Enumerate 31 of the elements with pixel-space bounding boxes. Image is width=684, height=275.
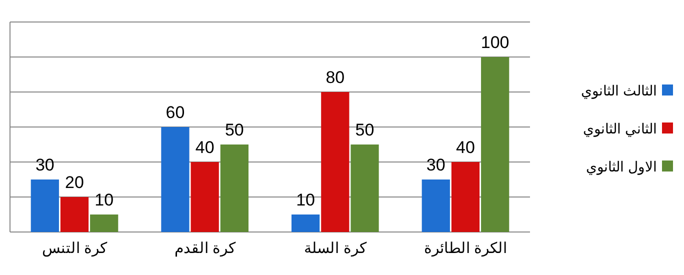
bar (161, 127, 190, 232)
legend-label: الاول الثانوي (586, 158, 657, 176)
x-tick-label: كرة السلة (304, 240, 368, 257)
x-tick-label: كرة التنس (42, 240, 108, 257)
data-label: 40 (195, 138, 214, 157)
bar (321, 92, 350, 232)
data-label: 100 (480, 33, 510, 52)
bar (350, 144, 379, 232)
data-label: 30 (426, 156, 446, 174)
data-label: 10 (296, 190, 316, 210)
bar (190, 162, 219, 232)
legend-label: الثالث الثانوي (581, 82, 657, 100)
bar (451, 162, 480, 232)
bar (90, 214, 118, 232)
data-label: 10 (94, 190, 114, 210)
bar (30, 180, 59, 232)
data-label: 80 (326, 68, 345, 87)
legend-label: الثاني الثانوي (583, 120, 657, 138)
data-label: 20 (65, 173, 84, 192)
bar (292, 214, 320, 232)
bar (481, 57, 510, 232)
data-label: 40 (456, 138, 475, 157)
x-tick-label: كرة القدم (174, 240, 236, 257)
x-tick-label: الكرة الطائرة (424, 240, 508, 257)
data-label: 50 (355, 120, 374, 140)
data-label: 50 (224, 120, 244, 140)
bar (422, 180, 450, 232)
data-label: 60 (166, 103, 185, 122)
bar (220, 144, 248, 232)
bar (60, 197, 89, 232)
data-label: 30 (35, 156, 54, 174)
